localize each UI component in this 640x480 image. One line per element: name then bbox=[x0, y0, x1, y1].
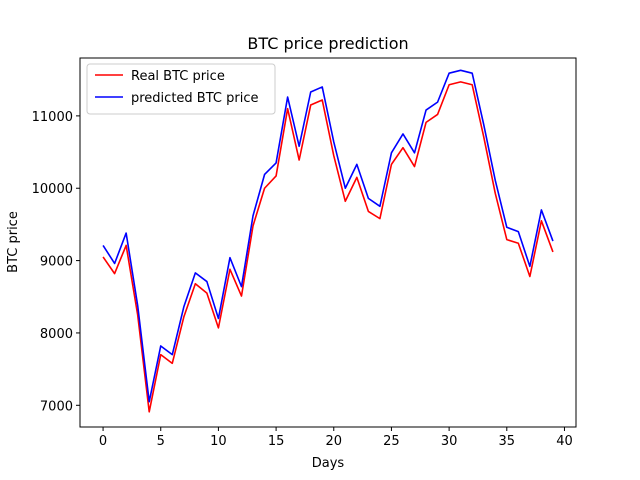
y-tick-label: 7000 bbox=[40, 399, 73, 414]
series-layer bbox=[102, 69, 554, 413]
series-line-predicted bbox=[102, 69, 554, 403]
y-tick-label: 11000 bbox=[32, 110, 73, 125]
x-tick-label: 20 bbox=[325, 434, 342, 449]
legend: Real BTC price predicted BTC price bbox=[86, 63, 276, 115]
x-axis: 0 5 10 15 20 25 30 35 40 bbox=[99, 427, 573, 449]
legend-box bbox=[86, 63, 276, 115]
x-tick-label: 10 bbox=[210, 434, 227, 449]
x-axis-title: Days bbox=[312, 456, 345, 471]
y-tick-label: 8000 bbox=[40, 327, 73, 342]
y-tick-label: 10000 bbox=[32, 182, 73, 197]
y-axis-title: BTC price bbox=[6, 211, 21, 273]
legend-label-real: Real BTC price bbox=[131, 69, 225, 84]
y-tick-label: 9000 bbox=[40, 255, 73, 270]
series-line-real bbox=[102, 81, 554, 413]
x-tick-label: 40 bbox=[556, 434, 573, 449]
legend-label-predicted: predicted BTC price bbox=[131, 91, 258, 106]
x-tick-label: 35 bbox=[499, 434, 516, 449]
y-axis: 7000 8000 9000 10000 11000 bbox=[32, 110, 80, 414]
x-tick-label: 25 bbox=[383, 434, 400, 449]
x-tick-label: 0 bbox=[99, 434, 107, 449]
plot-frame bbox=[79, 57, 577, 428]
x-tick-label: 5 bbox=[157, 434, 165, 449]
plot-area bbox=[80, 58, 576, 427]
chart-title: BTC price prediction bbox=[247, 34, 408, 53]
x-tick-label: 30 bbox=[441, 434, 458, 449]
x-tick-label: 15 bbox=[268, 434, 285, 449]
